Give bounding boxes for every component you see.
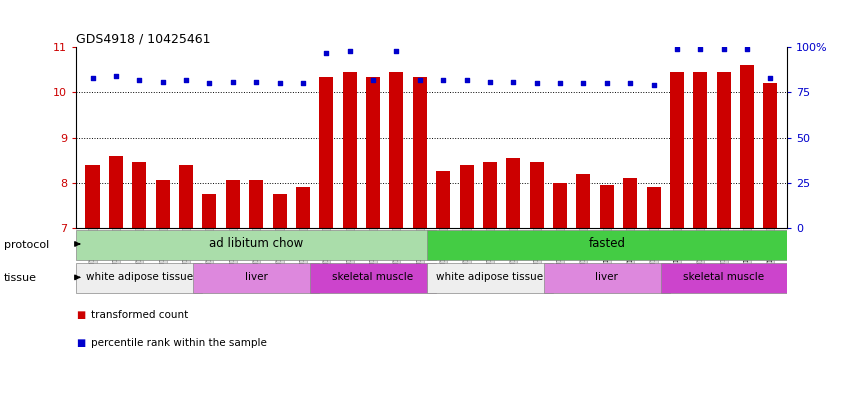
- Point: [646, 82, 660, 88]
- Bar: [249, 180, 263, 228]
- Text: white adipose tissue: white adipose tissue: [437, 272, 543, 283]
- Text: liver: liver: [244, 272, 267, 283]
- Point: [600, 80, 613, 86]
- Text: percentile rank within the sample: percentile rank within the sample: [91, 338, 267, 348]
- Point: [366, 77, 380, 83]
- Bar: [544, 263, 670, 293]
- Bar: [272, 194, 287, 228]
- Text: liver: liver: [596, 272, 618, 283]
- Point: [764, 75, 777, 81]
- Point: [483, 78, 497, 84]
- Point: [156, 78, 169, 84]
- Bar: [202, 194, 217, 228]
- Text: ■: ■: [76, 310, 85, 320]
- Point: [740, 46, 754, 52]
- Point: [670, 46, 684, 52]
- Bar: [85, 165, 100, 228]
- Bar: [483, 162, 497, 228]
- Point: [577, 80, 591, 86]
- Point: [203, 80, 217, 86]
- Text: fasted: fasted: [588, 237, 625, 250]
- Text: white adipose tissue: white adipose tissue: [85, 272, 193, 283]
- Point: [320, 50, 333, 56]
- Text: ad libitum chow: ad libitum chow: [209, 237, 303, 250]
- Text: transformed count: transformed count: [91, 310, 189, 320]
- Bar: [576, 174, 591, 228]
- Bar: [366, 77, 380, 228]
- Text: GDS4918 / 10425461: GDS4918 / 10425461: [76, 32, 211, 45]
- Bar: [179, 165, 193, 228]
- Point: [109, 73, 123, 79]
- Bar: [343, 72, 357, 228]
- Bar: [132, 162, 146, 228]
- Bar: [76, 230, 437, 260]
- Point: [717, 46, 730, 52]
- Text: skeletal muscle: skeletal muscle: [683, 272, 764, 283]
- Point: [390, 48, 404, 54]
- Bar: [296, 187, 310, 228]
- Point: [296, 80, 310, 86]
- Bar: [600, 185, 614, 228]
- Bar: [530, 162, 544, 228]
- Bar: [310, 263, 437, 293]
- Point: [272, 80, 286, 86]
- Bar: [506, 158, 520, 228]
- Bar: [109, 156, 123, 228]
- Bar: [319, 77, 333, 228]
- Point: [694, 46, 707, 52]
- Point: [133, 77, 146, 83]
- Bar: [426, 263, 553, 293]
- Text: skeletal muscle: skeletal muscle: [332, 272, 414, 283]
- Point: [179, 77, 193, 83]
- Bar: [624, 178, 637, 228]
- Bar: [426, 230, 787, 260]
- Point: [553, 80, 567, 86]
- Bar: [670, 72, 684, 228]
- Bar: [553, 183, 567, 228]
- Bar: [437, 171, 450, 228]
- Point: [250, 78, 263, 84]
- Point: [530, 80, 543, 86]
- Bar: [740, 65, 754, 228]
- Point: [624, 80, 637, 86]
- Bar: [156, 180, 170, 228]
- Bar: [193, 263, 319, 293]
- Text: tissue: tissue: [4, 273, 37, 283]
- Point: [437, 77, 450, 83]
- Point: [459, 77, 473, 83]
- Bar: [76, 263, 202, 293]
- Bar: [226, 180, 239, 228]
- Text: ■: ■: [76, 338, 85, 348]
- Bar: [646, 187, 661, 228]
- Bar: [413, 77, 426, 228]
- Bar: [459, 165, 474, 228]
- Bar: [389, 72, 404, 228]
- Point: [507, 78, 520, 84]
- Bar: [763, 83, 777, 228]
- Point: [343, 48, 356, 54]
- Point: [413, 77, 426, 83]
- Text: protocol: protocol: [4, 240, 49, 250]
- Bar: [661, 263, 787, 293]
- Bar: [717, 72, 731, 228]
- Bar: [693, 72, 707, 228]
- Point: [226, 78, 239, 84]
- Point: [85, 75, 99, 81]
